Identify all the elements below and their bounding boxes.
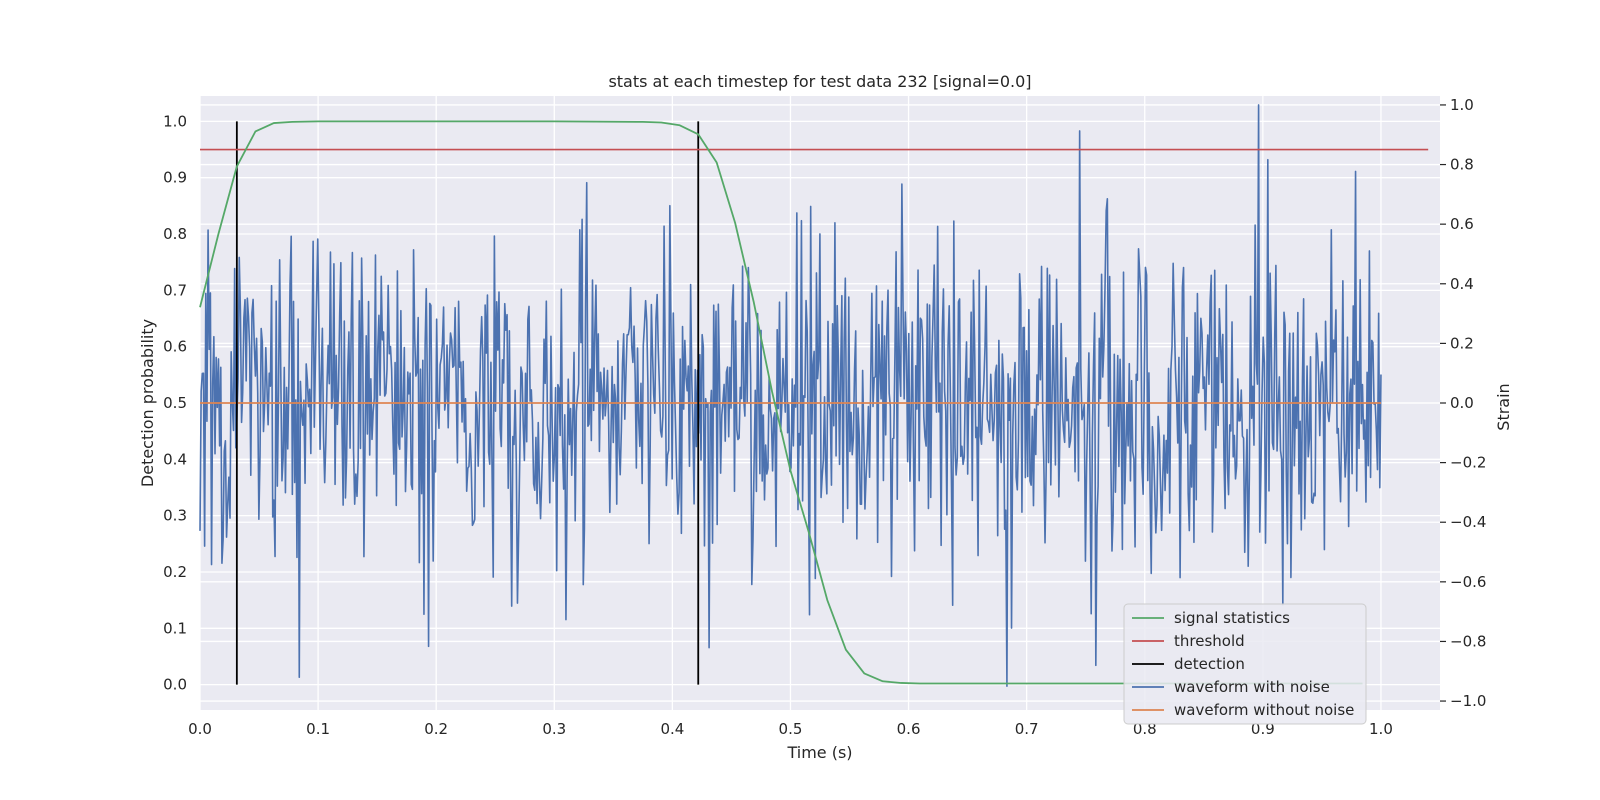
x-tick-label: 0.4: [660, 720, 684, 738]
series-layer: [199, 104, 1429, 687]
y-axis-label-right: Strain: [1494, 383, 1513, 430]
y-tick-label-right: −0.6: [1450, 573, 1486, 591]
y-tick-label-left: 0.6: [163, 338, 187, 356]
x-tick-label: 0.5: [779, 720, 803, 738]
legend-box: [1123, 603, 1367, 725]
y-tick-label-left: 1.0: [163, 112, 187, 130]
y-tick-label-right: 0.0: [1450, 394, 1474, 412]
y-tick-label-left: 0.1: [163, 619, 187, 637]
y-tick-label-left: 0.0: [163, 676, 187, 694]
x-tick-label: 0.2: [424, 720, 448, 738]
x-tick-label: 0.0: [188, 720, 212, 738]
y-tick-label-right: −0.4: [1450, 513, 1486, 531]
y-tick-label-right: 0.6: [1450, 215, 1474, 233]
y-tick-label-left: 0.5: [163, 394, 187, 412]
legend-entry: signal statistics: [1174, 609, 1290, 627]
x-tick-label: 1.0: [1369, 720, 1393, 738]
y-axis-label-left: Detection probability: [138, 319, 157, 487]
x-tick-label: 0.6: [897, 720, 921, 738]
y-tick-label-right: −0.2: [1450, 454, 1486, 472]
y-tick-label-right: 0.4: [1450, 275, 1474, 293]
y-tick-label-left: 0.2: [163, 563, 187, 581]
legend-entry: detection: [1174, 655, 1245, 673]
y-tick-label-right: 1.0: [1450, 96, 1474, 114]
tick-labels: 0.0 0.1 0.2 0.3 0.4 0.5 0.6 0.7 0.8 0.9 1.0 0.0 0.1 0…: [163, 96, 1486, 738]
y-tick-label-left: 0.8: [163, 225, 187, 243]
y-tick-label-left: 0.3: [163, 507, 187, 525]
y-tick-label-right: −0.8: [1450, 632, 1486, 650]
legend-entry: waveform with noise: [1174, 678, 1330, 696]
chart-title: stats at each timestep for test data 232…: [608, 72, 1031, 91]
x-axis-label: Time (s): [786, 743, 852, 762]
legend-entry: waveform without noise: [1174, 701, 1354, 719]
y-tick-label-right: 0.8: [1450, 156, 1474, 174]
series-signal-statistics: [199, 120, 1363, 685]
y-tick-label-left: 0.9: [163, 169, 187, 187]
legend: signal statistics threshold detection wavef…: [1123, 603, 1367, 725]
legend-entry: threshold: [1174, 632, 1245, 650]
x-tick-label: 0.7: [1015, 720, 1039, 738]
y-tick-label-left: 0.4: [163, 450, 187, 468]
y-tick-label-right: −1.0: [1450, 692, 1486, 710]
y-tick-label-right: 0.2: [1450, 334, 1474, 352]
x-tick-label: 0.1: [306, 720, 330, 738]
x-tick-label: 0.3: [542, 720, 566, 738]
y-tick-label-left: 0.7: [163, 281, 187, 299]
